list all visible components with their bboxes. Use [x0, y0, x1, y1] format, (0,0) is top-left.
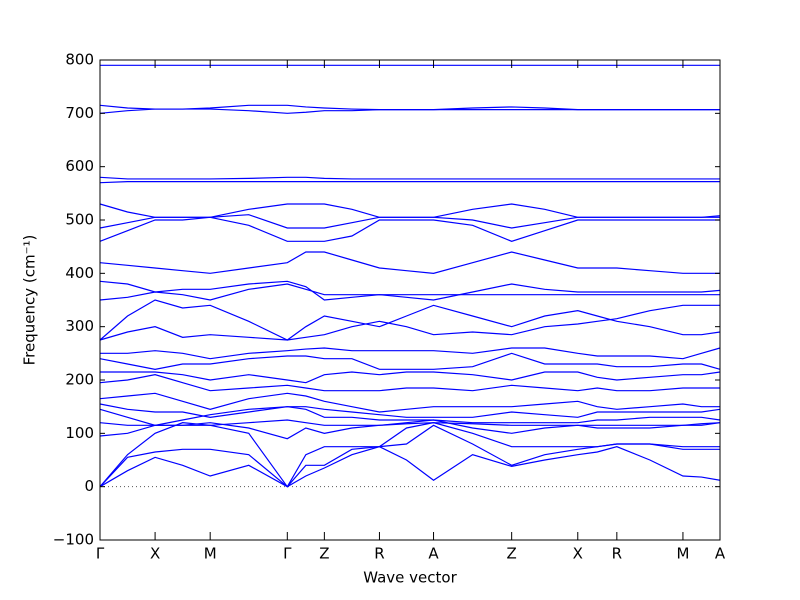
y-tick-label: 600 [65, 157, 94, 175]
x-tick-label: Z [319, 545, 329, 563]
y-tick-label: 100 [65, 424, 94, 442]
band-line [100, 347, 721, 360]
band-line [99, 176, 720, 180]
y-tick-label: 0 [84, 477, 94, 495]
x-tick-label: R [612, 545, 622, 563]
x-axis-label: Wave vector [363, 569, 457, 587]
x-tick-label: M [676, 545, 689, 563]
band-line [99, 403, 721, 418]
band-line [99, 406, 721, 426]
y-tick-label: 500 [65, 211, 94, 229]
x-tick-label: M [204, 545, 217, 563]
x-tick-label: X [573, 545, 583, 563]
band-line [99, 374, 720, 392]
y-tick-label: −100 [53, 531, 94, 549]
y-tick-label: 800 [65, 51, 94, 69]
band-line [99, 283, 720, 301]
band-line [99, 214, 720, 229]
band-line [99, 352, 721, 370]
band-line [99, 104, 720, 111]
band-line [99, 251, 720, 274]
y-tick-label: 700 [65, 104, 94, 122]
band-line [99, 419, 721, 426]
band-line [99, 422, 720, 488]
x-tick-label: Γ [96, 545, 105, 563]
band-line [99, 304, 720, 341]
x-tick-label: A [428, 545, 439, 563]
y-tick-label: 300 [65, 317, 94, 335]
band-line [99, 203, 721, 218]
x-tick-label: X [150, 545, 160, 563]
plot-frame [99, 59, 721, 541]
y-tick-label: 400 [65, 264, 94, 282]
band-line [100, 371, 721, 384]
x-tick-label: Z [507, 545, 517, 563]
band-line [99, 419, 721, 440]
y-axis-label: Frequency (cm⁻¹) [21, 235, 39, 366]
x-tick-label: Γ [283, 545, 292, 563]
band-line [99, 216, 720, 242]
band-line [99, 181, 720, 184]
x-tick-label: A [715, 545, 726, 563]
x-tick-label: R [374, 545, 384, 563]
band-line [99, 392, 720, 413]
y-tick-label: 200 [65, 371, 94, 389]
band-line [99, 299, 721, 341]
band-line [99, 446, 721, 488]
band-line [99, 280, 721, 301]
band-line [99, 424, 720, 488]
